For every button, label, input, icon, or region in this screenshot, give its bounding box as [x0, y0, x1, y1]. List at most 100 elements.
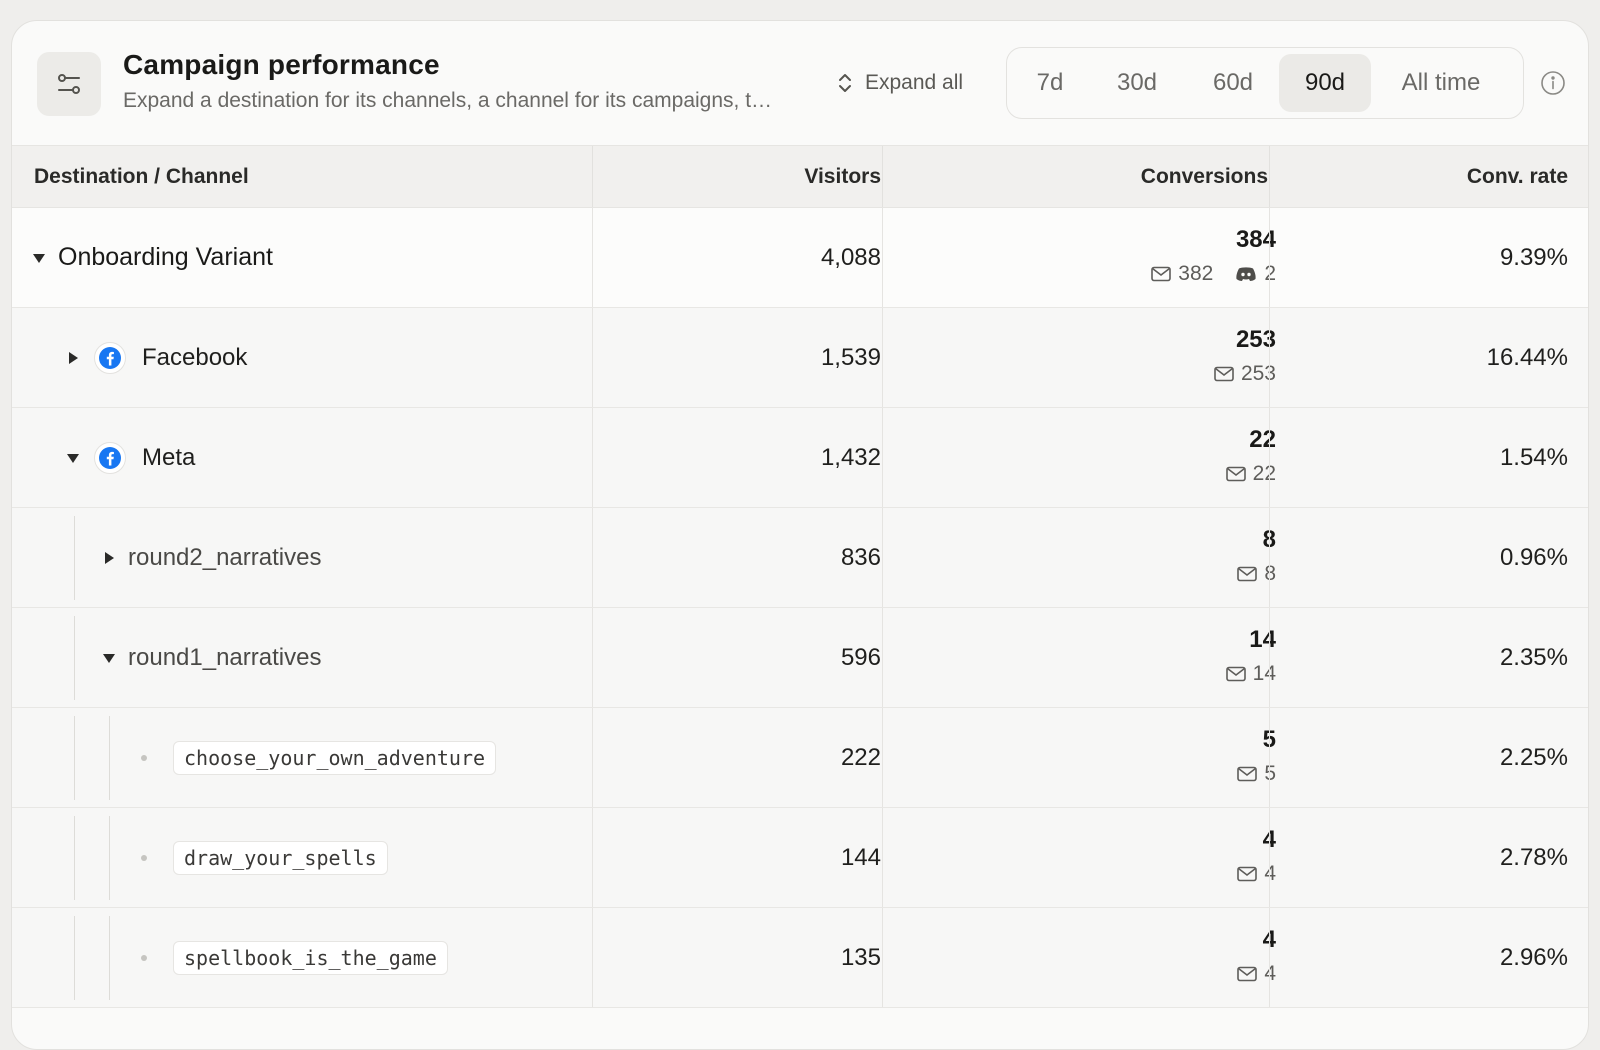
tree-guide-line — [109, 916, 110, 1000]
visitors-value: 135 — [840, 943, 881, 971]
expand-all-button[interactable]: Expand all — [837, 67, 963, 99]
bullet-dot-icon — [141, 854, 147, 861]
page-title: Campaign performance — [123, 49, 440, 80]
tree-guide-line — [109, 716, 110, 800]
chevron-up-down-icon — [839, 74, 851, 92]
visitors-value: 596 — [840, 643, 881, 671]
mail-icon — [1214, 366, 1234, 382]
performance-table: Destination / Channel Visitors Conversio… — [12, 145, 1588, 1008]
range-90d-button[interactable]: 90d — [1279, 54, 1371, 112]
caret-down-icon[interactable] — [100, 649, 118, 667]
caret-down-icon[interactable] — [64, 449, 82, 467]
conv-rate-value: 2.96% — [1499, 943, 1568, 971]
filter-sliders-icon — [37, 52, 101, 116]
column-header-conversions: Conversions — [1140, 165, 1268, 188]
range-30d-button[interactable]: 30d — [1116, 69, 1158, 96]
tree-guide-line — [109, 816, 110, 900]
email-conversions: 382 — [1178, 262, 1214, 285]
conversions-total: 14 — [1249, 626, 1276, 653]
conversions-total: 5 — [1237, 726, 1276, 754]
mail-icon — [1225, 466, 1246, 482]
conversions-cell: 384 382 2 — [1151, 226, 1276, 286]
card-header: Campaign performance Expand a destinatio… — [12, 21, 1588, 147]
row-label: choose_your_own_adventure — [173, 740, 497, 775]
table-row-destination[interactable]: Onboarding Variant 4,088 384 382 2 — [12, 208, 1588, 308]
column-header-conv-rate: Conv. rate — [1466, 165, 1568, 188]
table-row-creative[interactable]: choose_your_own_adventure 222 5 5 2.25% — [12, 708, 1588, 808]
email-conversions: 14 — [1252, 662, 1276, 685]
conversions-cell: 22 22 — [1225, 426, 1276, 486]
visitors-value: 144 — [840, 843, 881, 871]
facebook-icon — [94, 441, 126, 474]
row-label: Facebook — [142, 343, 248, 371]
conversions-total: 384 — [1235, 226, 1276, 253]
tree-guide-line — [74, 716, 75, 800]
facebook-icon — [94, 341, 126, 374]
row-label: spellbook_is_the_game — [173, 940, 448, 975]
caret-right-icon[interactable] — [100, 549, 118, 567]
email-conversions: 5 — [1264, 762, 1276, 785]
visitors-value: 1,539 — [820, 343, 881, 371]
bullet-dot-icon — [141, 754, 147, 761]
conversions-cell: 8 8 — [1237, 526, 1276, 586]
conv-rate-value: 16.44% — [1486, 343, 1568, 371]
conv-rate-value: 2.25% — [1499, 743, 1568, 771]
row-label: Meta — [142, 443, 196, 471]
column-header-visitors: Visitors — [804, 165, 881, 188]
table-row-creative[interactable]: draw_your_spells 144 4 4 2.78% — [12, 808, 1588, 908]
range-all-time-button[interactable]: All time — [1401, 69, 1481, 96]
table-row-channel-facebook[interactable]: Facebook 1,539 253 253 16.44% — [12, 308, 1588, 408]
mail-icon — [1237, 966, 1258, 982]
row-label: round2_narratives — [128, 543, 322, 571]
table-row-channel-meta[interactable]: Meta 1,432 22 22 1.54% — [12, 408, 1588, 508]
conversions-total: 22 — [1249, 426, 1276, 453]
conv-rate-value: 9.39% — [1499, 243, 1568, 271]
email-conversions: 8 — [1264, 562, 1276, 585]
visitors-value: 1,432 — [820, 443, 881, 471]
conversions-cell: 14 14 — [1225, 626, 1276, 686]
caret-down-icon[interactable] — [30, 249, 48, 267]
conversions-total: 4 — [1237, 826, 1276, 854]
conversions-total: 253 — [1235, 326, 1276, 353]
row-label: round1_narratives — [128, 643, 322, 671]
time-range-selector: 7d 30d 60d 90d All time — [1006, 47, 1524, 119]
conv-rate-value: 1.54% — [1499, 443, 1568, 471]
conv-rate-value: 0.96% — [1499, 543, 1568, 571]
page-subtitle: Expand a destination for its channels, a… — [123, 89, 773, 112]
tree-guide-line — [74, 816, 75, 900]
email-conversions: 22 — [1252, 462, 1276, 485]
email-conversions: 253 — [1240, 362, 1276, 385]
conversions-total: 4 — [1237, 926, 1276, 954]
visitors-value: 222 — [840, 743, 881, 771]
tree-guide-line — [74, 516, 75, 600]
table-header: Destination / Channel Visitors Conversio… — [12, 145, 1588, 208]
table-row-creative[interactable]: spellbook_is_the_game 135 4 4 2.96% — [12, 908, 1588, 1008]
conversions-cell: 5 5 — [1237, 726, 1276, 786]
mail-icon — [1237, 566, 1258, 582]
row-label: Onboarding Variant — [58, 243, 273, 271]
email-conversions: 4 — [1264, 962, 1276, 985]
conversions-total: 8 — [1237, 526, 1276, 554]
tree-guide-line — [74, 616, 75, 700]
table-row-campaign[interactable]: round2_narratives 836 8 8 0.96% — [12, 508, 1588, 608]
range-60d-button[interactable]: 60d — [1212, 69, 1254, 96]
row-label: draw_your_spells — [173, 840, 388, 875]
email-conversions: 4 — [1264, 862, 1276, 885]
conversions-cell: 4 4 — [1237, 826, 1276, 886]
mail-icon — [1237, 766, 1258, 782]
visitors-value: 836 — [840, 543, 881, 571]
conv-rate-value: 2.35% — [1499, 643, 1568, 671]
tree-guide-line — [74, 916, 75, 1000]
visitors-value: 4,088 — [820, 243, 881, 271]
campaign-performance-card: Campaign performance Expand a destinatio… — [11, 20, 1589, 1050]
conversions-cell: 4 4 — [1237, 926, 1276, 986]
mail-icon — [1237, 866, 1258, 882]
discord-icon — [1236, 267, 1256, 281]
table-row-campaign[interactable]: round1_narratives 596 14 14 2.35% — [12, 608, 1588, 708]
info-icon[interactable] — [1540, 70, 1566, 96]
mail-icon — [1151, 266, 1172, 282]
range-7d-button[interactable]: 7d — [1036, 69, 1064, 96]
discord-conversions: 2 — [1264, 262, 1276, 285]
expand-all-label: Expand all — [865, 71, 964, 94]
caret-right-icon[interactable] — [64, 349, 82, 367]
